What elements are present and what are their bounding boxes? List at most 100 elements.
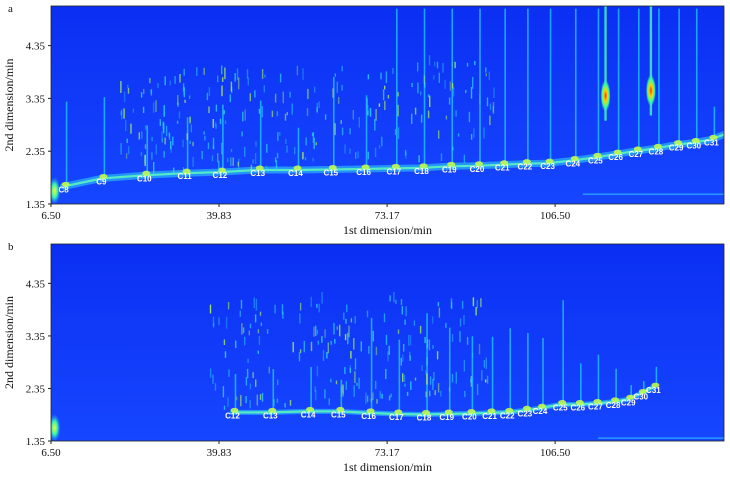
- minor-component: [257, 350, 259, 354]
- minor-component: [328, 398, 330, 406]
- minor-component: [463, 359, 466, 372]
- minor-component: [438, 130, 440, 139]
- minor-component: [427, 94, 430, 98]
- minor-component: [206, 92, 209, 101]
- minor-component: [242, 111, 244, 122]
- minor-component: [291, 103, 293, 115]
- minor-component: [426, 357, 428, 366]
- minor-component: [223, 405, 226, 410]
- minor-component: [261, 106, 264, 118]
- minor-component: [126, 138, 128, 143]
- minor-component: [244, 109, 246, 121]
- minor-component: [182, 83, 185, 92]
- minor-component: [354, 371, 356, 383]
- minor-component: [451, 83, 454, 89]
- minor-component: [153, 162, 155, 174]
- peak-label-c18: C18: [414, 167, 429, 176]
- plot-area: [51, 244, 724, 441]
- minor-component: [212, 323, 215, 328]
- minor-component: [164, 76, 166, 86]
- minor-component: [358, 117, 360, 128]
- minor-component: [489, 115, 491, 126]
- minor-component: [388, 395, 391, 401]
- minor-component: [164, 137, 166, 145]
- minor-component: [459, 318, 462, 327]
- x-tick-label: 106.50: [540, 447, 571, 459]
- minor-component: [125, 119, 127, 132]
- minor-component: [182, 139, 184, 148]
- minor-component: [259, 311, 262, 316]
- peak-label-c17: C17: [386, 167, 401, 176]
- minor-component: [192, 141, 194, 147]
- minor-component: [336, 326, 338, 330]
- minor-component: [471, 353, 474, 359]
- minor-component: [424, 82, 426, 88]
- minor-component: [212, 316, 215, 327]
- minor-component: [421, 365, 423, 371]
- minor-component: [285, 138, 287, 144]
- minor-component: [241, 323, 243, 335]
- minor-component: [258, 108, 261, 114]
- peak-spot-c19: [447, 161, 456, 167]
- peak-label-c26: C26: [570, 404, 585, 413]
- minor-component: [196, 67, 198, 76]
- minor-component: [444, 80, 446, 89]
- minor-component: [378, 145, 381, 149]
- minor-component: [390, 393, 392, 398]
- minor-component: [261, 69, 264, 79]
- minor-component: [315, 142, 317, 146]
- minor-component: [478, 343, 481, 355]
- minor-component: [230, 81, 233, 92]
- minor-component: [360, 341, 362, 352]
- minor-component: [463, 315, 465, 325]
- peak-spot-c16: [366, 408, 375, 414]
- minor-component: [250, 164, 253, 170]
- minor-component: [384, 100, 386, 111]
- minor-component: [315, 325, 317, 337]
- minor-component: [221, 65, 223, 75]
- minor-component: [475, 307, 477, 316]
- minor-component: [324, 329, 326, 338]
- minor-component: [455, 371, 457, 384]
- minor-component: [223, 339, 226, 345]
- peak-label-c11: C11: [177, 172, 192, 181]
- minor-component: [141, 131, 143, 139]
- peak-spot-c31: [651, 382, 660, 388]
- minor-component: [384, 85, 386, 90]
- peak-label-c31: C31: [704, 138, 719, 147]
- minor-component: [266, 143, 268, 153]
- y-tick-label: 4.35: [26, 278, 46, 290]
- peak-label-c15: C15: [331, 410, 346, 419]
- minor-component: [163, 105, 165, 117]
- minor-component: [440, 390, 442, 397]
- minor-component: [404, 319, 406, 325]
- minor-component: [273, 399, 275, 407]
- peak-label-c31: C31: [646, 386, 661, 395]
- minor-component: [299, 302, 302, 311]
- minor-component: [284, 113, 287, 121]
- minor-component: [340, 120, 342, 124]
- minor-component: [151, 136, 153, 142]
- minor-component: [177, 95, 179, 106]
- peak-label-c10: C10: [137, 174, 152, 183]
- x-tick-label: 106.50: [540, 210, 571, 222]
- peak-label-c16: C16: [361, 412, 376, 421]
- minor-component: [232, 157, 234, 166]
- minor-component: [332, 88, 334, 98]
- minor-component: [311, 132, 314, 137]
- minor-component: [486, 375, 489, 384]
- minor-component: [404, 383, 406, 387]
- peak-label-c32: C32: [724, 131, 730, 140]
- minor-component: [474, 61, 476, 66]
- peak-spot-c28: [653, 143, 662, 149]
- minor-component: [470, 87, 473, 99]
- minor-component: [183, 92, 185, 97]
- minor-component: [221, 85, 223, 97]
- minor-component: [120, 111, 122, 116]
- signal-layer: [51, 6, 724, 204]
- minor-component: [334, 73, 336, 77]
- minor-component: [394, 129, 397, 136]
- minor-component: [218, 160, 220, 172]
- peak-label-c15: C15: [323, 169, 338, 178]
- peak-label-c21: C21: [482, 412, 497, 421]
